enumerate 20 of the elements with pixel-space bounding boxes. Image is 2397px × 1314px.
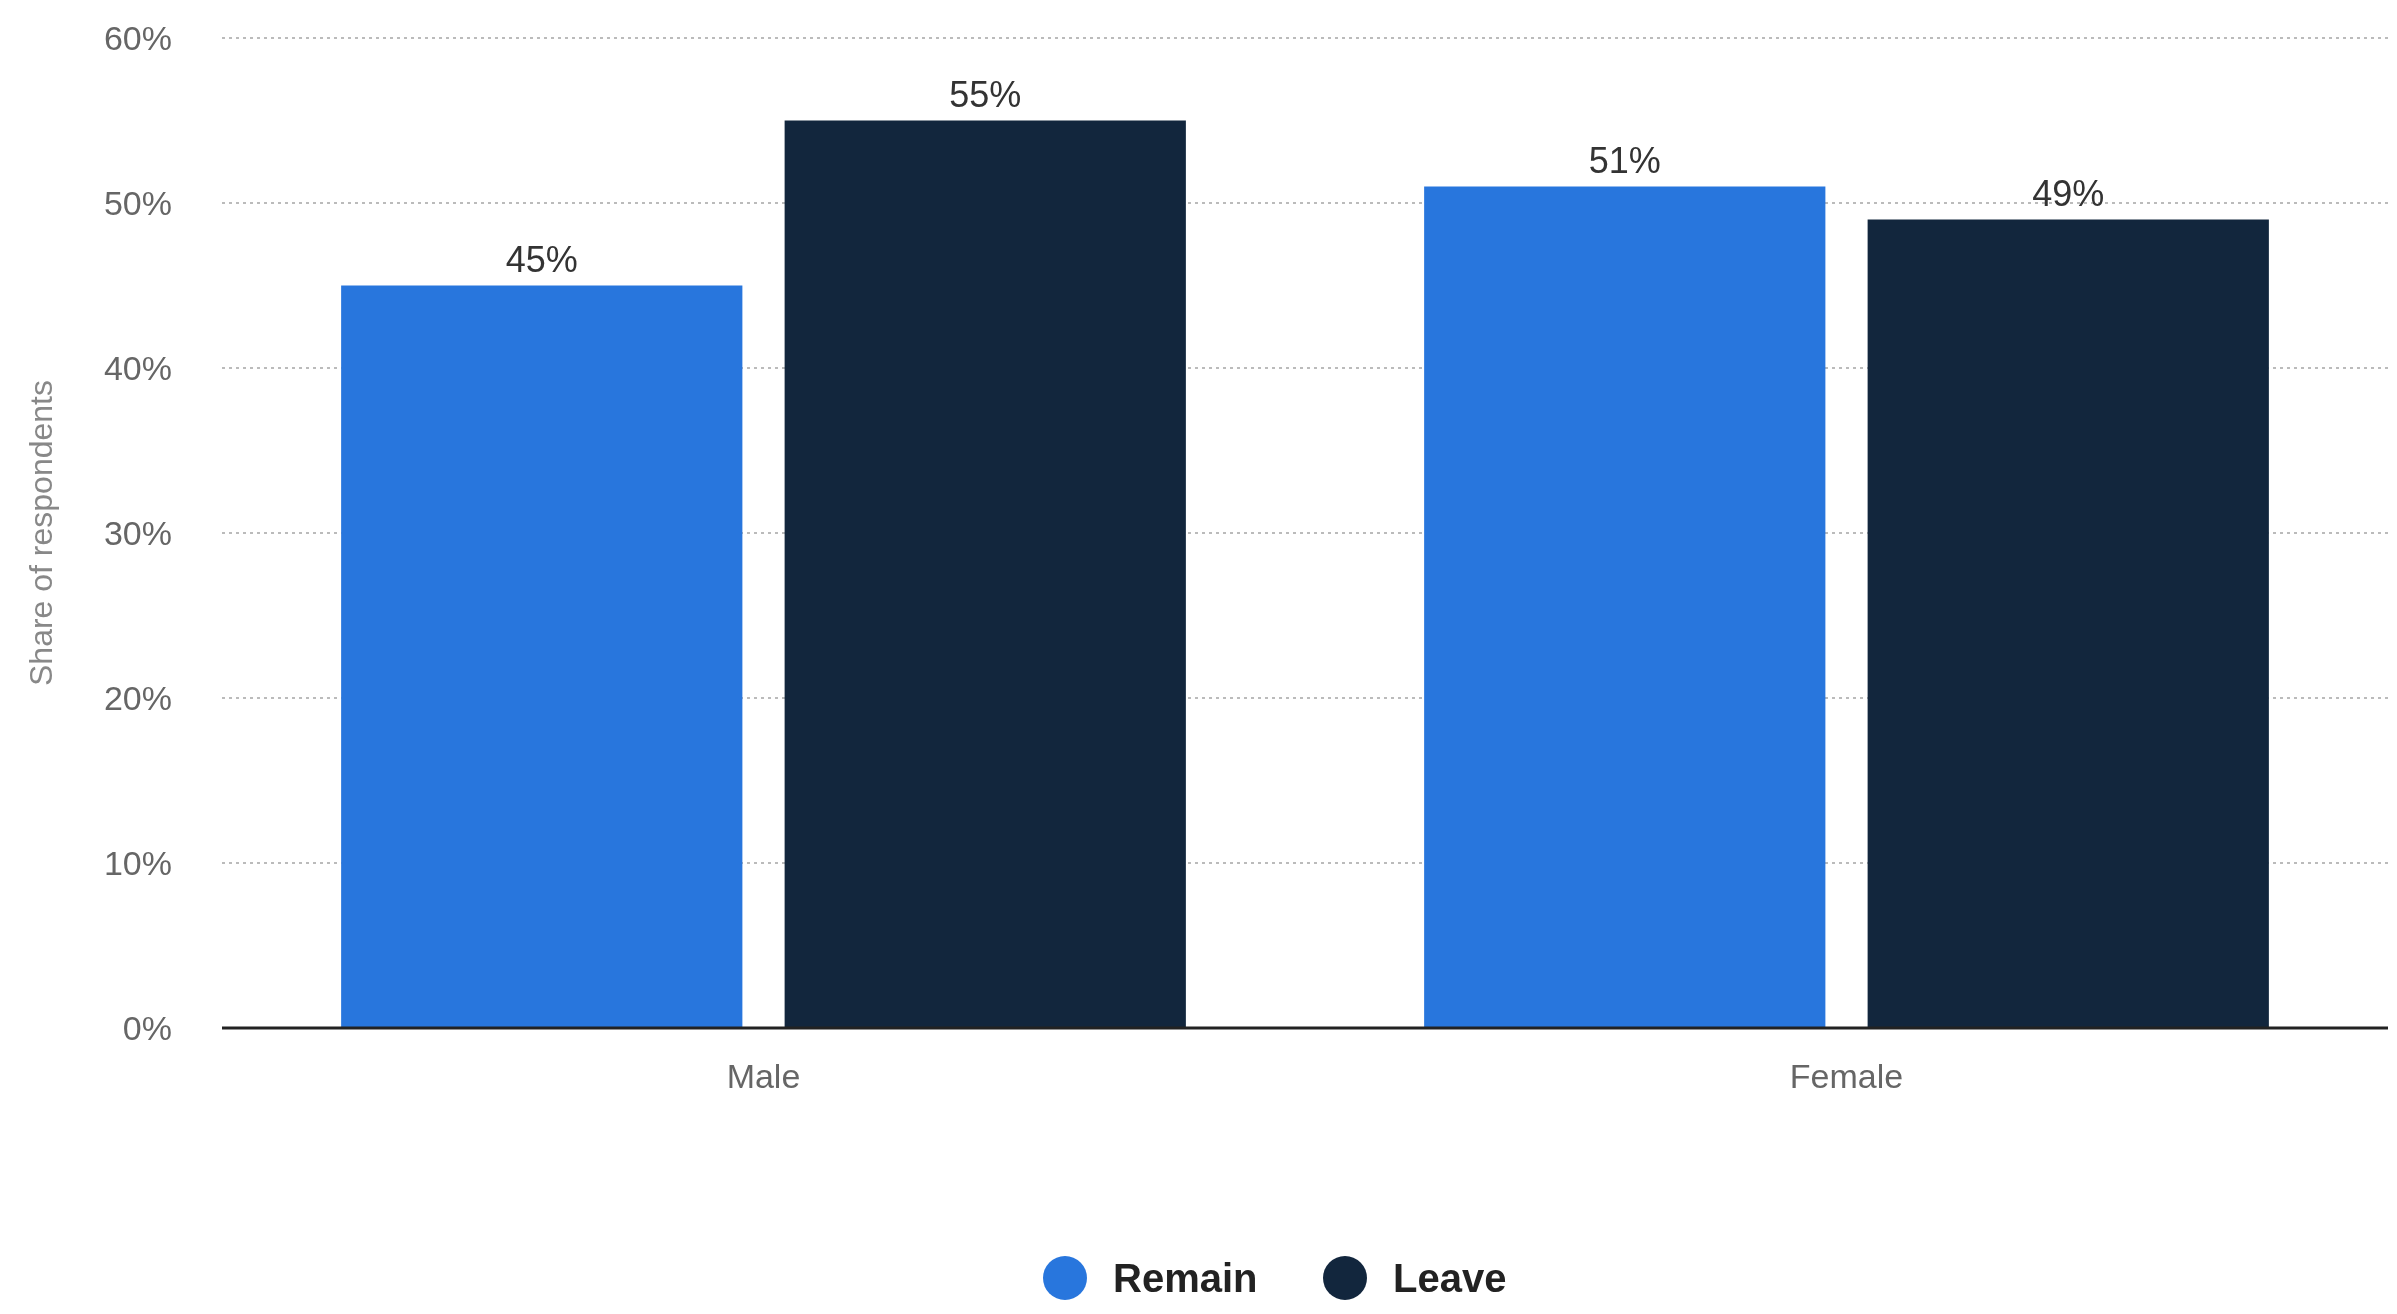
y-tick-label: 10%: [103, 843, 172, 882]
data-label: 51%: [1588, 139, 1661, 181]
bar: [341, 285, 743, 1028]
y-tick-label: 20%: [103, 678, 172, 717]
y-tick-label: 60%: [103, 18, 172, 57]
x-tick-label: Male: [726, 1057, 801, 1095]
y-axis-title: Share of respondents: [23, 380, 59, 686]
y-tick-label: 40%: [103, 348, 172, 387]
y-tick-label: 50%: [103, 183, 172, 222]
x-tick-label: Female: [1789, 1057, 1904, 1095]
y-tick-label: 0%: [122, 1008, 172, 1047]
data-label: 49%: [2032, 172, 2105, 214]
legend-label: Remain: [1113, 1256, 1258, 1300]
y-tick-label: 30%: [103, 513, 172, 552]
bar: [1867, 219, 2269, 1028]
data-label: 45%: [505, 238, 578, 280]
data-label: 55%: [949, 73, 1022, 115]
bar: [784, 120, 1186, 1028]
legend-label: Leave: [1393, 1256, 1507, 1300]
bar: [1424, 186, 1826, 1028]
